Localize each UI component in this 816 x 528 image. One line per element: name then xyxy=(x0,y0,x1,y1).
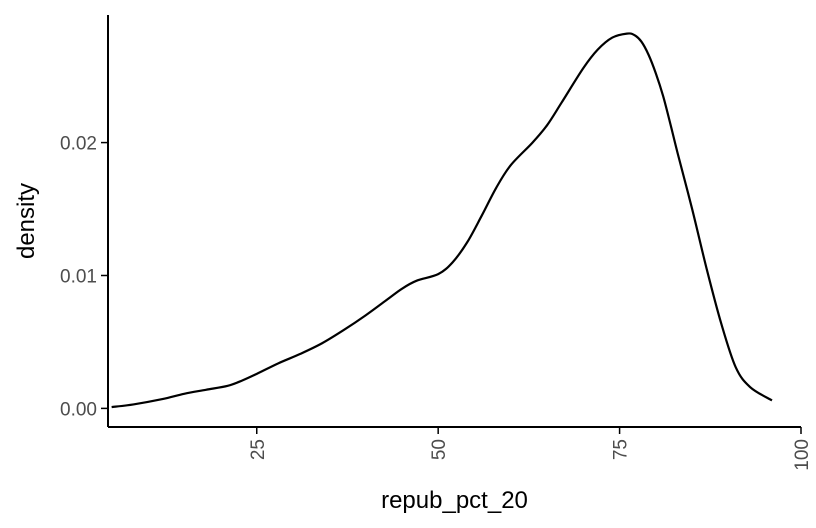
x-tick-label: 25 xyxy=(248,439,269,460)
y-tick-label: 0.00 xyxy=(60,399,97,420)
y-tick-label: 0.01 xyxy=(60,266,97,287)
density-line xyxy=(111,32,773,409)
x-axis-title: repub_pct_20 xyxy=(381,487,528,514)
y-axis-title: density xyxy=(13,183,40,259)
x-tick-label: 100 xyxy=(792,439,813,471)
x-tick-label: 50 xyxy=(429,439,450,460)
tick-marks xyxy=(101,141,802,434)
x-tick-label: 75 xyxy=(611,439,632,460)
y-tick-label: 0.02 xyxy=(60,134,97,155)
tick-labels: 0.00 0.01 0.02 25 50 75 100 xyxy=(60,134,813,471)
